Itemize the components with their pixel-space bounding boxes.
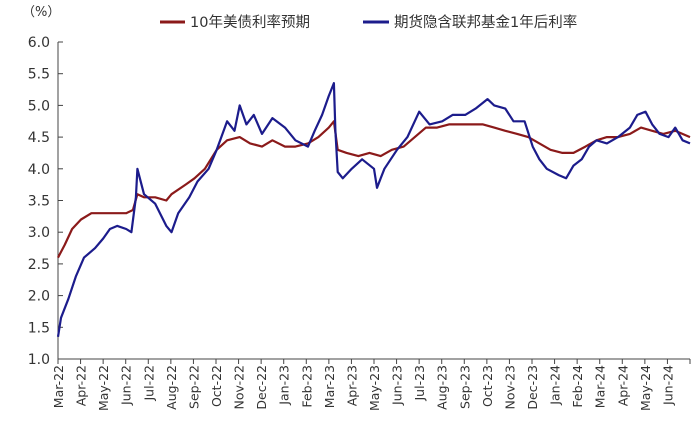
series-line-2 xyxy=(56,82,691,337)
x-tick-label: May-22 xyxy=(96,365,111,411)
y-tick-label: 5.0 xyxy=(28,98,50,114)
x-tick-label: Aug-23 xyxy=(435,365,450,410)
x-tick-label: Sep-22 xyxy=(186,365,201,409)
x-tick-label: Jan-23 xyxy=(277,365,292,406)
y-tick-label: 4.5 xyxy=(28,130,50,146)
series-line-1 xyxy=(57,120,691,259)
x-tick-label: Feb-23 xyxy=(299,365,314,408)
legend-label-2: 期货隐含联邦基金1年后利率 xyxy=(394,14,577,31)
x-tick-label: May-23 xyxy=(367,365,382,411)
x-tick-label: Dec-23 xyxy=(525,365,540,410)
x-tick-label: Dec-22 xyxy=(254,365,269,410)
y-tick-label: 1.0 xyxy=(28,352,50,368)
legend-label-1: 10年美债利率预期 xyxy=(190,14,310,31)
x-tick-label: Sep-23 xyxy=(457,365,472,409)
x-tick-label: Jun-24 xyxy=(660,365,675,406)
y-tick-label: 6.0 xyxy=(28,35,50,51)
x-tick-label: Mar-22 xyxy=(51,365,66,408)
x-tick-label: Apr-22 xyxy=(74,365,89,406)
x-tick-label: Mar-24 xyxy=(593,365,608,408)
series-layer xyxy=(56,82,691,337)
y-tick-label: 5.5 xyxy=(28,67,50,83)
y-tick-label: 3.5 xyxy=(28,194,50,210)
x-tick-label: Nov-22 xyxy=(232,365,247,409)
y-axis-unit-label: （%） xyxy=(22,5,60,20)
x-tick-label: Jan-24 xyxy=(548,365,563,406)
x-tick-label: Jul-22 xyxy=(141,365,156,402)
x-tick-label: Aug-22 xyxy=(164,365,179,410)
x-tick-label: Apr-23 xyxy=(344,365,359,406)
y-tick-label: 2.5 xyxy=(28,257,50,273)
y-tick-label: 3.0 xyxy=(28,225,50,241)
x-tick-label: Jul-23 xyxy=(412,365,427,402)
x-tick-label: Jun-22 xyxy=(119,365,134,406)
x-tick-label: Oct-22 xyxy=(209,365,224,407)
x-tick-label: Mar-23 xyxy=(322,365,337,408)
y-tick-label: 4.0 xyxy=(28,162,50,178)
x-tick-label: Feb-24 xyxy=(570,365,585,408)
legend: 10年美债利率预期 期货隐含联邦基金1年后利率 xyxy=(160,14,577,31)
x-tick-label: May-24 xyxy=(638,365,653,411)
x-tick-label: Oct-23 xyxy=(480,365,495,407)
x-tick-label: Nov-23 xyxy=(502,365,517,409)
x-axis: Mar-22 Apr-22 May-22 Jun-22 Jul-22 Aug-22 Sep-… xyxy=(51,358,691,411)
y-tick-label: 2.0 xyxy=(28,289,50,305)
y-tick-label: 1.5 xyxy=(28,320,50,336)
x-tick-label: Apr-24 xyxy=(615,365,630,406)
x-tick-label: Jun-23 xyxy=(390,365,405,406)
y-axis: 1.0 1.5 2.0 2.5 3.0 3.5 4.0 4.5 5.0 5.5 6.0 xyxy=(28,35,63,368)
